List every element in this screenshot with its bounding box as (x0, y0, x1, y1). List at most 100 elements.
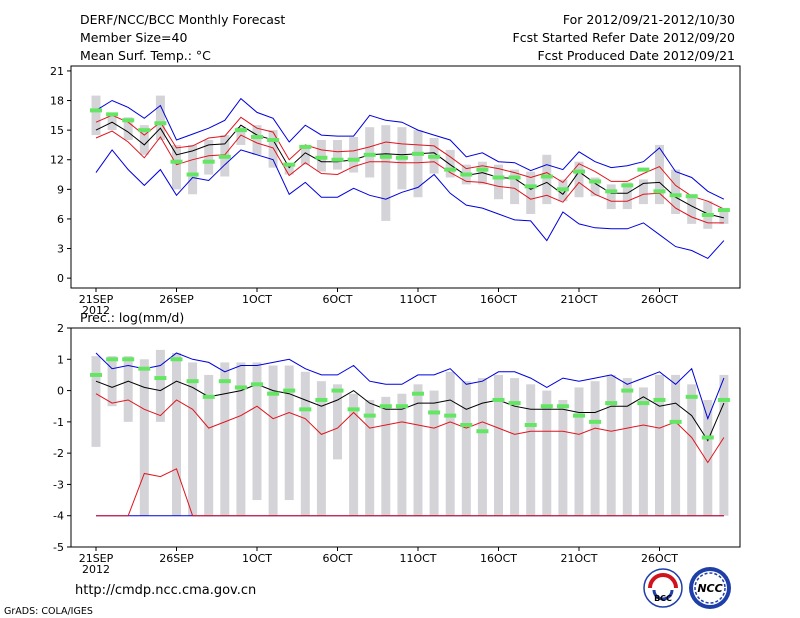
temp-y-tick-label: 0 (57, 272, 64, 285)
temp-max-line (95, 97, 725, 200)
source-url: http://cmdp.ncc.cma.gov.cn (75, 583, 256, 598)
temp-spread-box (365, 127, 375, 178)
precip-plot-frame (70, 327, 741, 548)
temp-x-tick-label: 26OCT (641, 293, 678, 306)
temp-spread-box (413, 130, 423, 198)
precip-obs-marker (170, 357, 183, 362)
temp-spread-box (300, 144, 310, 165)
temp-spread-box (655, 144, 664, 205)
precip-spread-box (155, 349, 165, 422)
precip-x-tick-label: 1OCT (242, 552, 272, 565)
temp-spread-box (284, 164, 294, 175)
precip-spread-box (284, 365, 294, 501)
temp-x-tick-label: 6OCT (322, 293, 352, 306)
precip-spread-box (123, 356, 133, 422)
temp-obs-marker (460, 172, 473, 177)
precip-x-tick-label: 21SEP (79, 552, 114, 565)
precip-spread-box (703, 399, 713, 516)
temp-spread-box (172, 144, 181, 190)
precip-y-tick-label: 0 (57, 385, 64, 398)
temp-x-tick-label: 26SEP (159, 293, 194, 306)
precip-obs-marker (540, 404, 553, 409)
temp-obs-marker (476, 167, 489, 172)
temp-y-tick-label: 6 (57, 213, 64, 226)
precip-spread-box (107, 356, 117, 407)
member-size-label: Member Size=40 (80, 30, 187, 45)
precip-obs-marker (444, 413, 457, 418)
precip-obs-marker (363, 413, 376, 418)
precip-spread-box (429, 390, 439, 516)
precip-obs-marker (347, 407, 360, 412)
precip-obs-marker (331, 388, 344, 393)
precip-obs-marker (106, 357, 119, 362)
precip-obs-marker (428, 410, 441, 415)
temp-spread-box (590, 177, 600, 197)
precip-spread-box (172, 353, 181, 516)
temp-obs-marker (508, 175, 521, 180)
temp-obs-marker (589, 179, 602, 184)
precip-x-tick-label: 26OCT (641, 552, 678, 565)
temp-x-tick-label: 1OCT (242, 293, 272, 306)
precip-obs-marker (605, 401, 618, 406)
precip-x-tick-label: 16OCT (480, 552, 517, 565)
bcc-logo: BCC (643, 568, 683, 608)
precip-obs-marker (524, 422, 537, 427)
precip-obs-marker (154, 376, 167, 381)
precip-x-tick-label: 26SEP (159, 552, 194, 565)
precip-y-tick-label: -3 (53, 478, 64, 491)
temp-spread-box (526, 171, 536, 214)
temp-obs-marker (653, 189, 666, 194)
precip-obs-marker (460, 422, 473, 427)
temp-y-tick-label: 9 (57, 183, 64, 196)
temp-obs-marker (267, 138, 280, 142)
precip-obs-marker (251, 382, 263, 387)
temp-obs-marker (717, 208, 730, 213)
temp-obs-marker (299, 144, 312, 149)
precip-spread-box (316, 381, 326, 516)
temp-mean-line (95, 121, 725, 219)
temp-spread-box (91, 95, 101, 136)
temp-plot-frame (70, 65, 741, 289)
precip-spread-box (719, 374, 729, 516)
temp-spread-box (606, 184, 616, 210)
temp-spread-box (252, 125, 262, 155)
temp-obs-marker (379, 154, 392, 159)
temp-obs-marker (701, 212, 714, 217)
precip-obs-marker (508, 401, 521, 406)
precip-x-year-label: 2012 (82, 563, 110, 576)
temp-y-tick-label: 18 (50, 95, 64, 108)
temp-obs-marker (122, 118, 135, 123)
ncc-logo: NCC (689, 567, 731, 609)
temp-obs-marker (540, 174, 553, 179)
temp-x-tick-label: 21OCT (560, 293, 597, 306)
temp-spread-box (671, 169, 681, 214)
temp-spread-box (381, 125, 391, 221)
temp-spread-box (574, 161, 584, 198)
precip-spread-box (252, 362, 262, 501)
temp-obs-marker (444, 167, 457, 172)
precip-mean-line (95, 380, 725, 442)
precip-obs-marker (637, 401, 650, 406)
temp-obs-marker (186, 172, 199, 177)
precip-lower-line (95, 393, 725, 464)
precip-spread-box (397, 393, 407, 516)
precip-spread-box (622, 378, 632, 516)
precip-spread-box (638, 387, 648, 516)
precip-x-tick-label: 6OCT (322, 552, 352, 565)
temp-obs-marker (605, 189, 618, 194)
temp-obs-marker (573, 169, 585, 174)
precip-spread-box (300, 371, 310, 516)
temp-obs-marker (685, 194, 698, 199)
temp-obs-marker (412, 151, 424, 156)
precip-obs-marker (556, 404, 569, 409)
precip-spread-box (687, 384, 697, 516)
precip-spread-box (671, 374, 681, 516)
temp-spread-box (188, 144, 198, 195)
precip-x-tick-label: 21OCT (560, 552, 597, 565)
temp-spread-box (204, 140, 214, 175)
precip-obs-marker (395, 404, 408, 409)
precip-spread-box (542, 390, 552, 516)
temp-obs-marker (234, 128, 247, 133)
